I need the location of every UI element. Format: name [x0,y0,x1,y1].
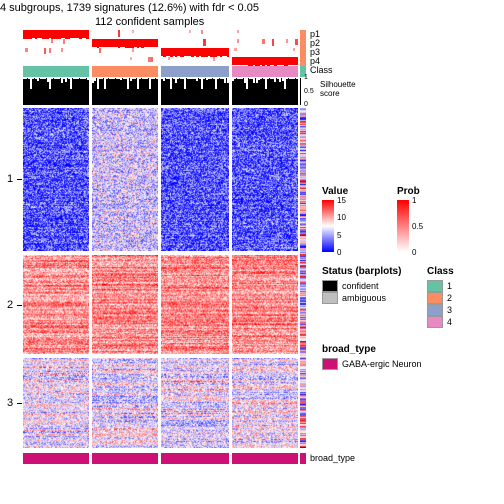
class-track [23,66,89,77]
legend-item: 2 [427,292,452,304]
broad-sidebar [300,453,306,464]
legend-label: confident [342,281,379,291]
class-label: Class [310,65,333,75]
legend-swatch [322,280,338,292]
legend-gradient [322,200,334,252]
heatmap-panel [161,108,229,251]
title-confident: 112 confident samples [95,16,204,28]
p-track [161,57,229,66]
class-track [161,66,229,77]
heatmap-panel [23,255,89,355]
legend-title: broad_type [322,344,376,355]
p-track [92,48,158,57]
p-track [232,48,298,57]
row-block-label: 3 [7,397,13,409]
p-sidebar [300,30,306,39]
p-track [92,39,158,48]
p-track [92,57,158,66]
legend-gradient [397,200,409,252]
row-block-label: 2 [7,299,13,311]
broad-type-track [161,453,229,464]
p-track [23,30,89,39]
p-track [23,57,89,66]
p-sidebar [300,48,306,57]
p-track [161,30,229,39]
heatmap-panel [161,358,229,448]
silhouette-label: Silhouettescore [320,80,356,98]
p-track [232,30,298,39]
class-track [232,66,298,77]
p-track [161,39,229,48]
heatmap-panel [232,358,298,448]
p-track [23,39,89,48]
broad-type-track [23,453,89,464]
legend-swatch [427,304,443,316]
legend-label: 2 [447,293,452,303]
p-track [232,57,298,66]
legend-label: 4 [447,317,452,327]
legend-label: GABA-ergic Neuron [342,359,422,369]
legend-item: GABA-ergic Neuron [322,358,422,370]
legend-swatch [427,280,443,292]
class-track [92,66,158,77]
legend-swatch [322,358,338,370]
legend-item: 1 [427,280,452,292]
legend-label: ambiguous [342,293,386,303]
legend-item: ambiguous [322,292,386,304]
p-track [92,30,158,39]
heatmap-panel [92,108,158,251]
broad-type-track [232,453,298,464]
legend-title: Status (barplots) [322,266,401,277]
heatmap-panel [232,255,298,355]
broad-label: broad_type [310,453,355,463]
row-block-label: 1 [7,173,13,185]
row-sidebar [300,108,306,448]
p-track [232,39,298,48]
legend-label: 1 [447,281,452,291]
heatmap-panel [23,108,89,251]
legend-label: 3 [447,305,452,315]
heatmap-panel [92,358,158,448]
legend-item: confident [322,280,379,292]
legend-swatch [427,292,443,304]
heatmap-panel [23,358,89,448]
legend-title: Class [427,266,454,277]
title-subgroups: 4 subgroups, 1739 signatures (12.6%) wit… [0,2,259,14]
p-sidebar [300,57,306,66]
heatmap-panel [232,108,298,251]
legend-item: 3 [427,304,452,316]
heatmap-panel [92,255,158,355]
silhouette-track [23,78,89,105]
legend-item: 4 [427,316,452,328]
broad-type-track [92,453,158,464]
p-sidebar [300,39,306,48]
p-track [161,48,229,57]
legend-swatch [427,316,443,328]
heatmap-panel [161,255,229,355]
p-track [23,48,89,57]
legend-swatch [322,292,338,304]
